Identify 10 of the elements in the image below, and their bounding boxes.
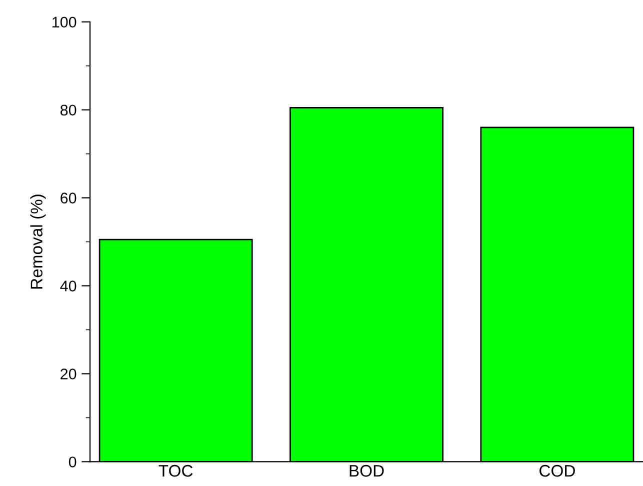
y-tick-label: 80	[60, 104, 76, 116]
y-tick-label: 40	[60, 280, 76, 292]
y-tick-label: 0	[68, 456, 76, 468]
y-tick-label: 60	[60, 192, 76, 204]
y-axis-title: Removal (%)	[30, 194, 46, 289]
y-tick-label: 100	[52, 16, 76, 28]
x-tick-label: COD	[540, 464, 575, 477]
x-tick-label: BOD	[350, 464, 384, 477]
y-tick-label: 20	[60, 368, 76, 380]
x-tick-label: TOC	[158, 464, 193, 477]
